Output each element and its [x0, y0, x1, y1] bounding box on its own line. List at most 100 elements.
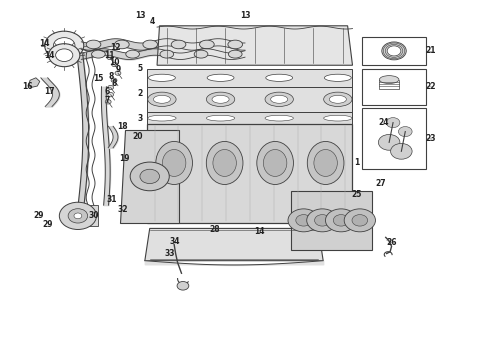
Circle shape: [108, 85, 114, 90]
Text: 27: 27: [375, 179, 386, 188]
Text: 8: 8: [111, 79, 117, 88]
Ellipse shape: [162, 149, 186, 176]
Circle shape: [55, 49, 73, 62]
Circle shape: [398, 127, 412, 136]
Text: 10: 10: [109, 58, 119, 67]
Ellipse shape: [379, 76, 399, 84]
Ellipse shape: [206, 115, 235, 121]
Ellipse shape: [264, 149, 287, 176]
Polygon shape: [157, 26, 352, 65]
Circle shape: [74, 213, 82, 219]
Circle shape: [386, 118, 400, 128]
Ellipse shape: [206, 92, 235, 107]
Ellipse shape: [86, 40, 101, 49]
Circle shape: [68, 209, 88, 223]
Circle shape: [108, 93, 114, 97]
Ellipse shape: [307, 141, 344, 184]
Text: 33: 33: [165, 249, 175, 258]
Ellipse shape: [228, 50, 242, 58]
Circle shape: [111, 78, 117, 82]
Ellipse shape: [153, 95, 171, 103]
Ellipse shape: [126, 50, 140, 58]
Circle shape: [333, 215, 349, 226]
Ellipse shape: [265, 115, 294, 121]
Circle shape: [140, 169, 159, 184]
Ellipse shape: [257, 141, 294, 184]
Polygon shape: [147, 112, 352, 125]
Ellipse shape: [148, 92, 176, 107]
Text: 22: 22: [425, 82, 436, 91]
Circle shape: [352, 215, 368, 226]
Ellipse shape: [329, 95, 346, 103]
Circle shape: [378, 134, 400, 150]
Polygon shape: [292, 191, 372, 250]
Ellipse shape: [171, 40, 186, 49]
Circle shape: [130, 162, 169, 191]
Circle shape: [288, 209, 319, 232]
Circle shape: [325, 209, 357, 232]
Ellipse shape: [194, 50, 208, 58]
Text: 16: 16: [23, 82, 33, 91]
Circle shape: [177, 282, 189, 290]
Ellipse shape: [199, 40, 214, 49]
Polygon shape: [68, 205, 98, 226]
Text: 28: 28: [209, 225, 220, 234]
Text: 14: 14: [254, 228, 265, 237]
Ellipse shape: [143, 40, 158, 49]
Circle shape: [53, 38, 75, 53]
Ellipse shape: [265, 92, 294, 107]
Circle shape: [307, 209, 338, 232]
Ellipse shape: [156, 141, 193, 184]
Text: 30: 30: [88, 211, 99, 220]
Circle shape: [105, 100, 111, 104]
Ellipse shape: [324, 74, 351, 81]
Ellipse shape: [266, 74, 293, 81]
Text: 25: 25: [351, 190, 362, 199]
Polygon shape: [145, 228, 323, 261]
Text: 29: 29: [33, 211, 44, 220]
Text: 17: 17: [44, 86, 55, 95]
Polygon shape: [147, 125, 352, 223]
Polygon shape: [121, 130, 179, 223]
Text: 2: 2: [137, 89, 143, 98]
Circle shape: [115, 71, 121, 75]
Text: 4: 4: [149, 17, 155, 26]
Ellipse shape: [115, 40, 129, 49]
Ellipse shape: [314, 149, 337, 176]
Text: 9: 9: [115, 65, 121, 74]
Text: 26: 26: [386, 238, 397, 247]
Ellipse shape: [92, 50, 105, 58]
Ellipse shape: [324, 92, 352, 107]
Ellipse shape: [228, 40, 243, 49]
Ellipse shape: [270, 95, 288, 103]
Ellipse shape: [148, 74, 175, 81]
Bar: [362, 69, 426, 105]
Polygon shape: [147, 69, 352, 87]
Circle shape: [112, 62, 118, 67]
Circle shape: [344, 209, 375, 232]
Bar: [362, 37, 426, 65]
Bar: [362, 108, 426, 169]
Circle shape: [296, 215, 312, 226]
Text: 31: 31: [107, 194, 117, 203]
Circle shape: [391, 143, 412, 159]
Text: 34: 34: [170, 237, 180, 246]
Text: 32: 32: [118, 205, 128, 214]
Text: 23: 23: [425, 134, 436, 143]
Text: 6: 6: [104, 86, 110, 95]
Circle shape: [59, 202, 97, 229]
Text: 1: 1: [354, 158, 359, 167]
Ellipse shape: [160, 50, 173, 58]
Circle shape: [45, 31, 84, 60]
Text: 14: 14: [44, 51, 55, 60]
Ellipse shape: [206, 141, 243, 184]
Text: 5: 5: [137, 64, 143, 73]
Text: 20: 20: [132, 132, 143, 141]
Polygon shape: [147, 87, 352, 112]
Text: 24: 24: [378, 118, 389, 127]
Text: 8: 8: [108, 72, 114, 81]
Text: 3: 3: [137, 114, 143, 123]
Circle shape: [49, 44, 80, 67]
Polygon shape: [29, 78, 40, 87]
Text: 12: 12: [110, 43, 121, 52]
